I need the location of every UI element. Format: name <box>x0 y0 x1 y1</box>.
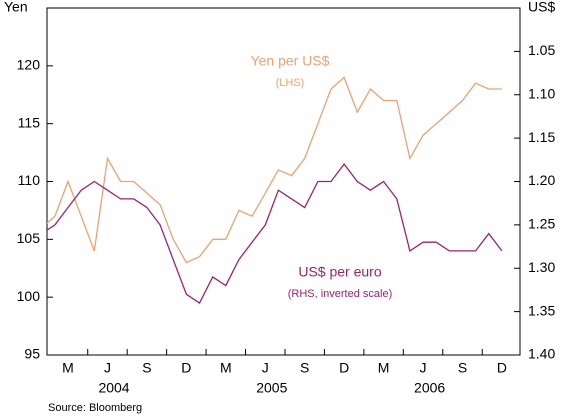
x-tick-label: D <box>339 360 349 376</box>
y2-tick-label: 1.30 <box>528 259 555 275</box>
y2-tick-label: 1.25 <box>528 216 555 232</box>
y-tick-label: 95 <box>24 346 40 362</box>
x-tick-label: S <box>300 360 309 376</box>
series-note: (LHS) <box>276 77 305 89</box>
y2-tick-label: 1.05 <box>528 42 555 58</box>
y-tick-label: 120 <box>17 57 41 73</box>
y2-axis-label: US$ <box>528 0 555 15</box>
series-line <box>47 163 503 304</box>
plot-area <box>47 76 503 304</box>
series-note: (RHS, inverted scale) <box>288 288 393 300</box>
x-tick-label: J <box>262 360 269 376</box>
x-tick-label: D <box>181 360 191 376</box>
y2-tick-label: 1.35 <box>528 302 555 318</box>
y-tick-label: 115 <box>18 114 41 130</box>
x-tick-label: J <box>420 360 427 376</box>
source: Source: Bloomberg <box>48 402 142 414</box>
y-tick-label: 105 <box>17 230 41 246</box>
y2-tick-label: 1.15 <box>528 129 555 145</box>
series-label: US$ per euro <box>298 264 381 280</box>
year-label: 2004 <box>98 380 129 396</box>
x-tick-label: M <box>220 360 232 376</box>
x-tick-label: J <box>104 360 111 376</box>
series-label: Yen per US$ <box>251 53 330 69</box>
y-tick-label: 110 <box>18 172 41 188</box>
year-label: 2006 <box>414 380 445 396</box>
x-tick-label: S <box>458 360 467 376</box>
x-tick-label: M <box>378 360 390 376</box>
y2-tick-label: 1.40 <box>528 346 555 362</box>
y-tick-label: 100 <box>17 288 41 304</box>
y2-tick-label: 1.10 <box>528 85 555 101</box>
year-label: 2005 <box>256 380 287 396</box>
x-tick-label: M <box>62 360 74 376</box>
y-axis-label: Yen <box>4 0 28 15</box>
series-line <box>47 76 502 264</box>
x-tick-label: S <box>142 360 151 376</box>
x-tick-label: D <box>497 360 507 376</box>
y2-tick-label: 1.20 <box>528 172 555 188</box>
